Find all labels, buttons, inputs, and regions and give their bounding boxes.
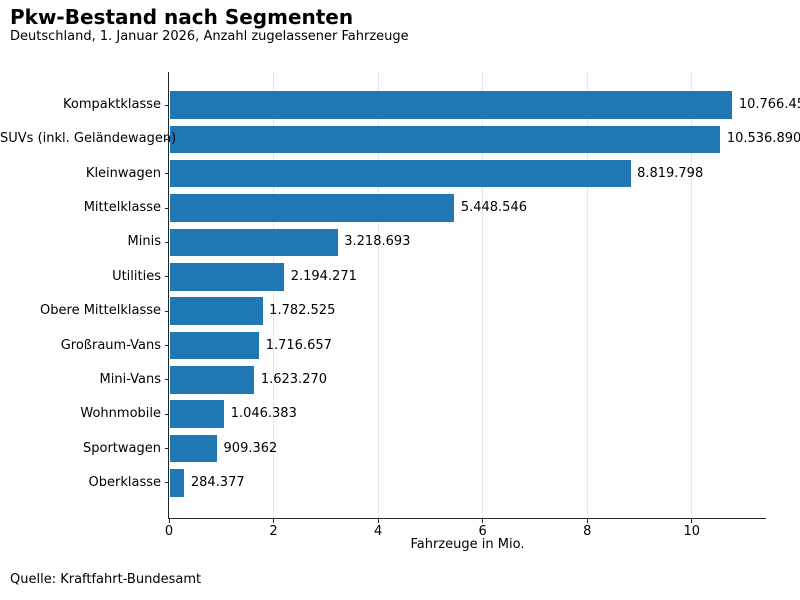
x-axis-spine [169, 518, 766, 520]
x-tick-label: 2 [269, 524, 278, 539]
category-label: Minis [127, 234, 161, 250]
bar-value-label: 5.448.546 [460, 200, 527, 216]
category-label: Wohnmobile [80, 406, 161, 422]
bar [169, 331, 260, 360]
bar [169, 91, 733, 119]
y-tick [165, 241, 169, 243]
y-tick [165, 276, 169, 278]
bar-value-label: 10.766.456 [738, 97, 800, 112]
y-tick [165, 104, 169, 106]
bar [169, 263, 285, 291]
y-tick [165, 310, 169, 312]
category-label: Mittelklasse [83, 200, 161, 216]
x-tick [586, 519, 588, 523]
category-label: SUVs (inkl. Geländewagen) [0, 131, 177, 147]
x-tick [691, 519, 693, 523]
bar-value-label: 2.194.271 [290, 268, 357, 284]
x-tick [377, 519, 379, 523]
bar-value-label: 10.536.890 [726, 131, 800, 147]
y-tick [165, 173, 169, 175]
bar-value-label: 3.218.693 [344, 234, 411, 250]
bar [169, 297, 263, 325]
y-tick [165, 482, 169, 484]
bar [169, 228, 338, 257]
x-tick [482, 519, 484, 523]
gridline [482, 72, 484, 518]
category-label: Mini-Vans [99, 371, 161, 387]
source-note: Quelle: Kraftfahrt-Bundesamt [10, 572, 202, 587]
bar [169, 194, 455, 222]
y-tick [165, 448, 169, 450]
y-tick [165, 138, 169, 140]
bar [169, 366, 255, 394]
chart-subtitle: Deutschland, 1. Januar 2026, Anzahl zuge… [10, 29, 409, 44]
y-tick [165, 379, 169, 381]
bar-value-label: 1.046.383 [230, 406, 297, 422]
bar-value-label: 284.377 [190, 474, 245, 490]
y-tick [165, 413, 169, 415]
category-label: Utilities [112, 268, 161, 284]
bar-value-label: 8.819.798 [637, 165, 704, 181]
x-tick-label: 0 [164, 524, 174, 539]
bar [169, 434, 218, 463]
chart-title: Pkw-Bestand nach Segmenten [10, 5, 354, 29]
gridline [691, 72, 693, 518]
gridline [377, 72, 379, 518]
category-label: Obere Mittelklasse [40, 303, 161, 319]
x-tick-label: 10 [683, 524, 701, 539]
category-label: Sportwagen [83, 440, 161, 456]
category-label: Oberklasse [88, 474, 161, 490]
category-label: Großraum-Vans [60, 337, 161, 353]
category-label: Kleinwagen [85, 165, 161, 181]
x-tick-label: 8 [583, 524, 592, 539]
y-tick [165, 207, 169, 209]
bar [169, 469, 185, 497]
x-tick [273, 519, 275, 523]
gridline [586, 72, 588, 518]
x-tick-label: 4 [373, 524, 383, 539]
bar [169, 159, 631, 188]
category-label: Kompaktklasse [63, 97, 161, 112]
x-axis-label: Fahrzeuge in Mio. [410, 537, 525, 552]
y-tick [165, 345, 169, 347]
y-axis-spine [168, 72, 170, 519]
bar-value-label: 1.782.525 [269, 303, 336, 319]
bar-value-label: 1.623.270 [260, 371, 328, 387]
gridline [273, 72, 275, 518]
bar [169, 125, 721, 154]
x-tick-label: 6 [478, 524, 487, 539]
bar [169, 400, 225, 428]
x-tick [168, 519, 170, 523]
bar-value-label: 909.362 [223, 440, 278, 456]
bar-value-label: 1.716.657 [265, 337, 332, 353]
